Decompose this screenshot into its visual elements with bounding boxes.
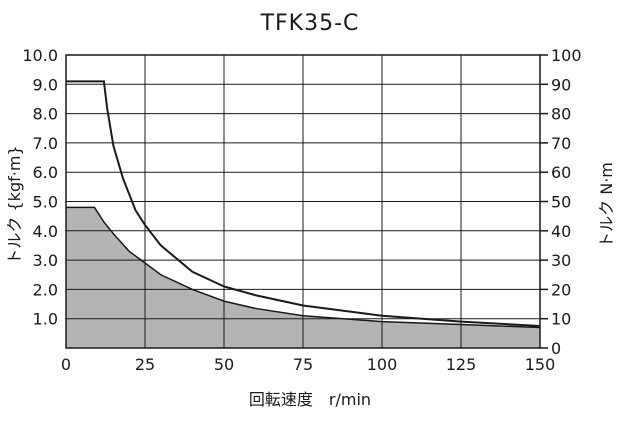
y-axis-label-left: トルク {kgf·m}: [5, 145, 24, 264]
y-tick-label-right: 70: [551, 134, 571, 153]
y-tick-label-left: 8.0: [33, 105, 58, 124]
y-tick-label-right: 60: [551, 163, 571, 182]
y-tick-label-left: 7.0: [33, 134, 58, 153]
y-tick-label-right: 10: [551, 310, 571, 329]
series-line-1: [66, 206, 541, 329]
plot-area: 1.0 2.0 3.0 4.0 5.0 6.0 7.0 8.0 9.0 10.0 0 10 20 30 40…: [22, 46, 581, 374]
y-tick-label-right: 40: [551, 222, 571, 241]
y-axis-label-right: トルク N·m: [597, 162, 616, 248]
series-area-1: [66, 207, 540, 348]
y-tick-label-right: 90: [551, 75, 571, 94]
x-tick-label: 100: [367, 355, 398, 374]
y-tick-label-right: 0: [551, 339, 561, 358]
y-tick-label-left: 9.0: [33, 75, 58, 94]
y-tick-label-right: 50: [551, 193, 571, 212]
x-tick-label: 125: [446, 355, 477, 374]
y-tick-label-right: 20: [551, 280, 571, 299]
x-tick-label: 50: [214, 355, 234, 374]
y-tick-label-left: 4.0: [33, 222, 58, 241]
chart-title: TFK35-C: [260, 11, 360, 36]
series-line-0: [66, 80, 541, 328]
y-tick-label-left: 5.0: [33, 193, 58, 212]
x-tick-label: 0: [61, 355, 71, 374]
x-tick-label: 150: [525, 355, 556, 374]
x-axis-label: 回転速度 r/min: [249, 390, 371, 409]
x-tick-label: 75: [293, 355, 313, 374]
y-tick-label-right: 80: [551, 105, 571, 124]
y-tick-label-left: 2.0: [33, 280, 58, 299]
y-tick-label-left: 10.0: [22, 46, 58, 65]
y-tick-label-left: 6.0: [33, 163, 58, 182]
y-tick-label-left: 1.0: [33, 310, 58, 329]
x-tick-label: 25: [135, 355, 155, 374]
y-tick-label-left: 3.0: [33, 251, 58, 270]
y-tick-label-right: 100: [551, 46, 582, 65]
y-tick-label-right: 30: [551, 251, 571, 270]
